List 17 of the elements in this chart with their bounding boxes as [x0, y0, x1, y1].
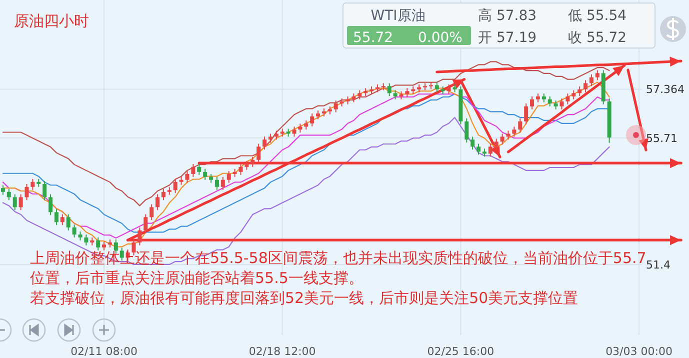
annotation: 位置，后市重点关注原油能否站着55.5一线支撑。	[30, 269, 364, 287]
text: 原油四小时	[14, 12, 89, 30]
annotation: 高 57.83	[478, 8, 537, 24]
x-tick-label: 03/03 00:00	[606, 345, 672, 358]
y-tick-label: 57.364	[646, 83, 684, 96]
annotation: 若支撑破位，原油很有可能再度回落到52美元一线，后市则是关注50美元支撑位置	[30, 289, 578, 307]
annotation: 低 55.54	[568, 8, 627, 24]
annotation: 0.00%	[418, 30, 462, 46]
annotation: 收 55.72	[568, 30, 627, 46]
annotation: 开 57.19	[478, 30, 537, 46]
annotation: WTI原油	[370, 8, 426, 24]
y-tick-label: 51.4	[646, 258, 670, 272]
x-tick-label: 02/25 16:00	[427, 345, 494, 358]
y-tick-label: 55.71	[646, 132, 678, 145]
annotation: 55.72	[353, 30, 394, 46]
x-tick-label: 02/11 08:00	[70, 345, 138, 358]
x-tick-label: 02/18 12:00	[248, 345, 316, 358]
